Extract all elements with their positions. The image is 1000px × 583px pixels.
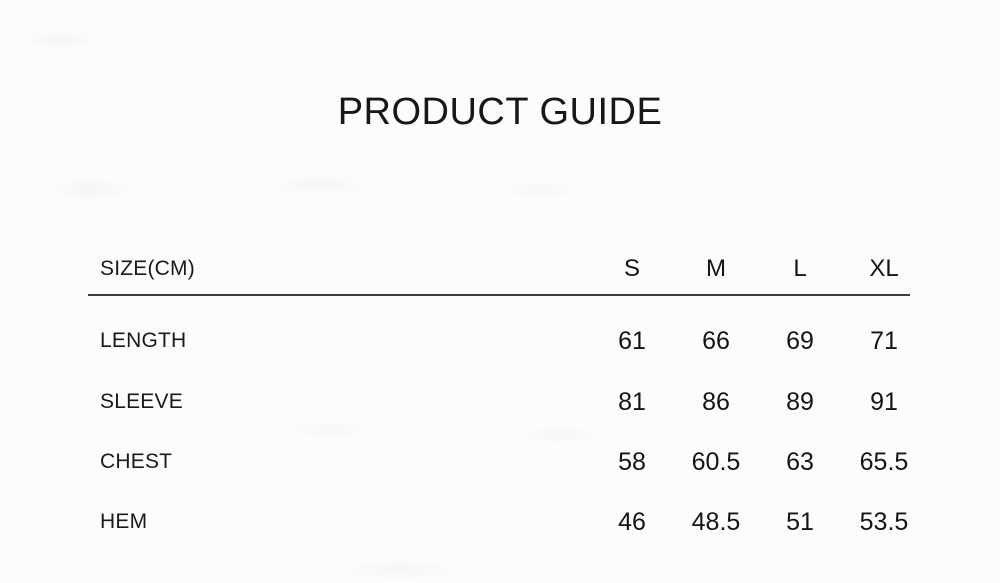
sleeve-l-value: 89 (786, 387, 814, 416)
hem-l-value: 51 (786, 507, 814, 536)
length-s-value: 61 (618, 326, 646, 355)
chest-l-value: 63 (786, 447, 814, 476)
table-row-length: LENGTH 61 66 69 71 (88, 326, 926, 356)
column-header-m: M (706, 255, 726, 282)
length-l-value: 69 (786, 326, 814, 355)
row-label-sleeve: SLEEVE (100, 390, 183, 413)
hem-s-value: 46 (618, 507, 646, 536)
hem-xl-value: 53.5 (859, 507, 909, 536)
page-title: PRODUCT GUIDE (337, 91, 663, 133)
column-header-s: S (623, 255, 640, 282)
chest-m-value: 60.5 (691, 447, 741, 476)
sleeve-m-value: 86 (702, 387, 730, 416)
table-row-sleeve: SLEEVE 81 86 89 91 (88, 387, 926, 417)
row-label-length: LENGTH (100, 329, 187, 352)
row-label-chest: CHEST (100, 450, 173, 473)
table-row-chest: CHEST 58 60.5 63 65.5 (88, 447, 926, 477)
sleeve-s-value: 81 (618, 387, 646, 416)
column-header-xl: XL (869, 255, 899, 282)
table-header-row: SIZE(CM) S M L XL (88, 254, 926, 284)
column-header-size-cm: SIZE(CM) (100, 257, 195, 280)
table-row-hem: HEM 46 48.5 51 53.5 (88, 507, 926, 537)
chest-s-value: 58 (618, 447, 646, 476)
length-xl-value: 71 (870, 326, 898, 355)
length-m-value: 66 (702, 326, 730, 355)
column-header-l: L (793, 255, 807, 282)
hem-m-value: 48.5 (691, 507, 741, 536)
chest-xl-value: 65.5 (859, 447, 909, 476)
sleeve-xl-value: 91 (870, 387, 898, 416)
header-divider (88, 294, 910, 296)
row-label-hem: HEM (100, 510, 148, 533)
